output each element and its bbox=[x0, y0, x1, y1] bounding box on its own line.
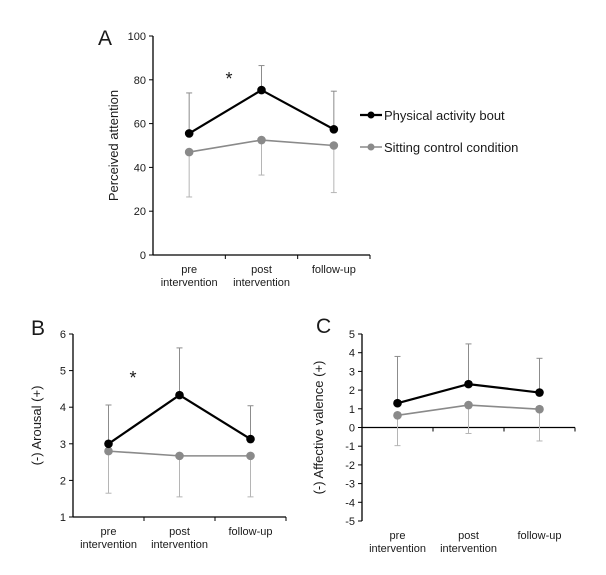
data-point-active bbox=[104, 439, 113, 449]
x-category-label: intervention bbox=[80, 539, 137, 551]
x-category-label: intervention bbox=[161, 277, 218, 289]
x-category-label: post bbox=[458, 530, 479, 542]
data-point-control bbox=[257, 135, 266, 145]
y-tick-label: 1 bbox=[349, 404, 355, 416]
panel-label: A bbox=[98, 27, 112, 50]
y-tick-label: 4 bbox=[349, 348, 355, 360]
series-line-active bbox=[107, 393, 252, 445]
data-point-control bbox=[246, 451, 255, 461]
x-category-label: follow-up bbox=[312, 264, 356, 276]
significance-marker: * bbox=[225, 69, 232, 89]
y-tick-label: -4 bbox=[345, 497, 355, 509]
data-point-control bbox=[535, 404, 544, 414]
x-category-label: follow-up bbox=[228, 526, 272, 538]
y-tick-label: 3 bbox=[60, 439, 66, 451]
y-tick-label: 0 bbox=[140, 250, 146, 262]
y-tick-label: 2 bbox=[349, 385, 355, 397]
y-axis-title: Perceived attention bbox=[106, 90, 121, 201]
significance-marker: * bbox=[129, 368, 136, 388]
legend-label: Physical activity bout bbox=[384, 108, 505, 123]
x-category-label: intervention bbox=[233, 277, 290, 289]
y-tick-label: 5 bbox=[349, 329, 355, 341]
data-point-active bbox=[257, 85, 266, 95]
y-tick-label: 2 bbox=[60, 475, 66, 487]
x-category-label: intervention bbox=[369, 543, 426, 555]
data-point-active bbox=[329, 124, 339, 134]
y-tick-label: -1 bbox=[345, 441, 355, 453]
y-tick-label: 80 bbox=[134, 75, 146, 87]
data-point-control bbox=[184, 147, 194, 157]
data-point-active bbox=[393, 398, 402, 408]
data-point-active bbox=[175, 390, 184, 400]
y-tick-label: 1 bbox=[60, 512, 66, 524]
y-tick-label: 100 bbox=[128, 31, 146, 43]
data-point-control bbox=[329, 141, 339, 150]
y-tick-label: 5 bbox=[60, 366, 66, 378]
y-axis-title: (-) Affective valence (+) bbox=[311, 361, 326, 495]
y-tick-label: 40 bbox=[134, 162, 146, 174]
y-tick-label: -5 bbox=[345, 516, 355, 528]
x-category-label: pre bbox=[181, 264, 197, 276]
data-point-active bbox=[246, 434, 255, 444]
y-tick-label: 6 bbox=[60, 329, 66, 341]
legend-swatch-marker bbox=[367, 143, 375, 151]
data-point-active bbox=[464, 379, 473, 389]
x-category-label: post bbox=[169, 526, 190, 538]
legend: Physical activity bout Sitting control co… bbox=[360, 108, 518, 155]
x-category-label: post bbox=[251, 264, 272, 276]
y-axis-title: (-) Arousal (+) bbox=[29, 386, 44, 466]
data-point-control bbox=[464, 400, 473, 410]
panel-c: C -5 -4 -3 -2 -1 0 1 2 3 4 5 (-) Affective valence (… bbox=[311, 315, 576, 555]
data-point-control bbox=[175, 451, 184, 461]
y-tick-label: 4 bbox=[60, 402, 66, 414]
x-category-label: pre bbox=[101, 526, 117, 538]
y-tick-label: -2 bbox=[345, 460, 355, 472]
x-category-label: intervention bbox=[440, 543, 497, 555]
panel-label: B bbox=[31, 317, 45, 340]
legend-label: Sitting control condition bbox=[384, 140, 518, 155]
x-category-label: pre bbox=[390, 530, 406, 542]
y-tick-label: -3 bbox=[345, 479, 355, 491]
y-tick-label: 3 bbox=[349, 366, 355, 378]
x-category-label: intervention bbox=[151, 539, 208, 551]
y-tick-label: 20 bbox=[134, 206, 146, 218]
x-category-label: follow-up bbox=[517, 530, 561, 542]
data-point-active bbox=[184, 129, 194, 138]
y-tick-label: 60 bbox=[134, 119, 146, 131]
legend-swatch-marker bbox=[367, 111, 375, 119]
series-line-active bbox=[188, 88, 335, 135]
y-tick-label: 0 bbox=[349, 423, 355, 435]
panel-label: C bbox=[316, 315, 331, 338]
data-point-active bbox=[535, 388, 544, 397]
data-point-control bbox=[393, 411, 402, 420]
data-point-control bbox=[104, 446, 113, 456]
